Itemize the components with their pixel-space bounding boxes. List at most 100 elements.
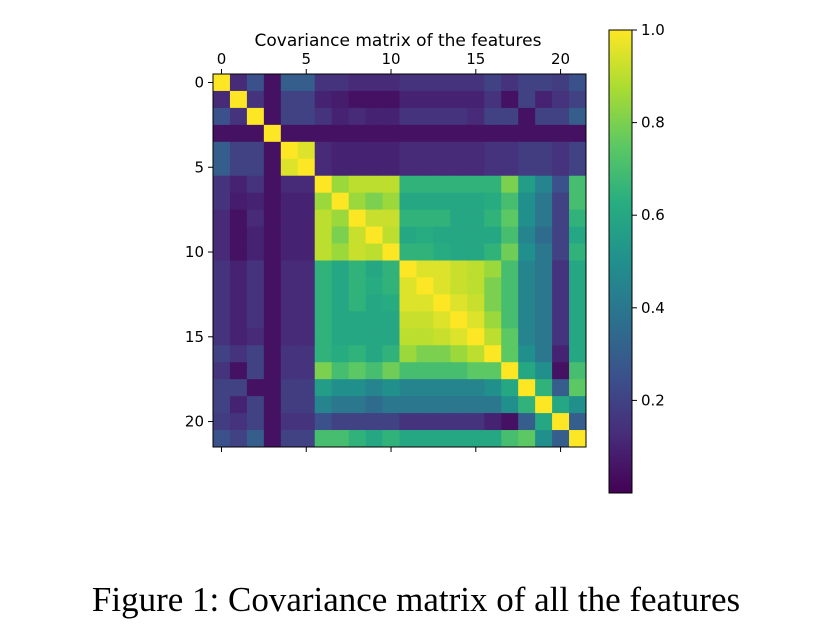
heatmap-cell bbox=[518, 209, 536, 227]
heatmap-cell bbox=[382, 311, 400, 329]
heatmap-cell bbox=[213, 413, 231, 431]
heatmap-cell bbox=[331, 311, 350, 329]
y-tick-label: 5 bbox=[194, 158, 204, 176]
heatmap-cell bbox=[416, 124, 434, 143]
axes: 0 5 10 15 20 0 5 10 15 20 bbox=[185, 50, 570, 452]
heatmap-cell bbox=[552, 260, 570, 278]
heatmap-cell bbox=[297, 413, 316, 431]
heatmap-cell bbox=[484, 175, 502, 194]
heatmap-cell bbox=[518, 430, 536, 448]
heatmap-cell bbox=[399, 396, 417, 414]
heatmap-cell bbox=[213, 175, 231, 194]
heatmap-cell bbox=[331, 379, 350, 397]
heatmap-cell bbox=[467, 413, 485, 431]
heatmap-cell bbox=[552, 379, 570, 397]
heatmap-cell bbox=[263, 90, 282, 109]
heatmap-cell bbox=[331, 124, 350, 143]
heatmap-cell bbox=[399, 141, 417, 160]
heatmap-cell bbox=[263, 141, 282, 160]
heatmap-cell bbox=[467, 192, 485, 211]
heatmap-cell bbox=[382, 345, 400, 363]
heatmap-cell bbox=[518, 379, 536, 397]
heatmap-cell bbox=[467, 294, 485, 312]
heatmap-cell bbox=[348, 345, 366, 363]
heatmap-cell bbox=[229, 277, 248, 295]
heatmap-cell bbox=[297, 158, 316, 177]
heatmap-cell bbox=[280, 192, 299, 211]
heatmap-cell bbox=[416, 396, 434, 414]
heatmap-cell bbox=[348, 124, 366, 143]
heatmap-cell bbox=[518, 107, 536, 126]
heatmap-cell bbox=[263, 413, 282, 431]
heatmap-cell bbox=[569, 260, 587, 278]
heatmap-cell bbox=[518, 260, 536, 278]
heatmap-cell bbox=[229, 294, 248, 312]
colorbar-tick-label: 0.6 bbox=[641, 206, 665, 224]
heatmap-cell bbox=[348, 311, 366, 329]
heatmap-cell bbox=[518, 362, 536, 380]
heatmap-cell bbox=[365, 328, 383, 346]
heatmap-cell bbox=[399, 311, 417, 329]
heatmap-cell bbox=[399, 74, 417, 92]
heatmap-cell bbox=[382, 362, 400, 380]
heatmap-cell bbox=[229, 90, 248, 109]
heatmap-cell bbox=[314, 294, 333, 312]
heatmap-cell bbox=[450, 192, 468, 211]
heatmap-cell bbox=[297, 294, 316, 312]
heatmap-cell bbox=[280, 90, 299, 109]
heatmap-cell bbox=[399, 362, 417, 380]
heatmap-cell bbox=[314, 345, 333, 363]
x-tick-label: 20 bbox=[551, 50, 570, 68]
heatmap-cell bbox=[416, 90, 434, 109]
heatmap-cell bbox=[348, 413, 366, 431]
heatmap-cell bbox=[365, 74, 383, 92]
heatmap-cell bbox=[450, 124, 468, 143]
heatmap-cell bbox=[535, 226, 553, 244]
heatmap-cell bbox=[535, 345, 553, 363]
heatmap-cell bbox=[484, 362, 502, 380]
heatmap-cell bbox=[213, 141, 231, 160]
heatmap-cell bbox=[501, 396, 519, 414]
x-tick-label: 5 bbox=[301, 50, 311, 68]
heatmap-cell bbox=[297, 209, 316, 227]
heatmap-cell bbox=[484, 396, 502, 414]
heatmap-cell bbox=[569, 175, 587, 194]
heatmap-cell bbox=[484, 260, 502, 278]
heatmap-cell bbox=[484, 141, 502, 160]
heatmap-cell bbox=[263, 74, 282, 92]
heatmap-cell bbox=[518, 192, 536, 211]
heatmap-cell bbox=[552, 175, 570, 194]
heatmap-cell bbox=[433, 277, 451, 295]
heatmap-cell bbox=[467, 345, 485, 363]
heatmap-cell bbox=[263, 209, 282, 227]
heatmap-cell bbox=[263, 362, 282, 380]
heatmap-cell bbox=[501, 107, 519, 126]
heatmap-cell bbox=[280, 226, 299, 244]
heatmap-cell bbox=[518, 90, 536, 109]
heatmap-cell bbox=[501, 124, 519, 143]
heatmap-cell bbox=[501, 192, 519, 211]
heatmap-cell bbox=[314, 260, 333, 278]
heatmap-cell bbox=[280, 311, 299, 329]
heatmap-cell bbox=[484, 90, 502, 109]
heatmap-cell bbox=[518, 328, 536, 346]
heatmap-cell bbox=[569, 107, 587, 126]
heatmap-cell bbox=[314, 124, 333, 143]
heatmap-cell bbox=[331, 107, 350, 126]
heatmap-cell bbox=[213, 158, 231, 177]
heatmap-cell bbox=[297, 362, 316, 380]
heatmap-cell bbox=[246, 243, 265, 261]
heatmap-cell bbox=[569, 379, 587, 397]
heatmap-cell bbox=[416, 294, 434, 312]
heatmap-cell bbox=[365, 379, 383, 397]
heatmap-cell bbox=[382, 226, 400, 244]
heatmap-cell bbox=[416, 260, 434, 278]
heatmap-cell bbox=[229, 345, 248, 363]
heatmap-cell bbox=[297, 226, 316, 244]
heatmap-cell bbox=[246, 277, 265, 295]
heatmap-cell bbox=[569, 430, 587, 448]
heatmap-cell bbox=[348, 260, 366, 278]
heatmap-cell bbox=[569, 328, 587, 346]
heatmap-cell bbox=[433, 430, 451, 448]
heatmap-cell bbox=[501, 328, 519, 346]
